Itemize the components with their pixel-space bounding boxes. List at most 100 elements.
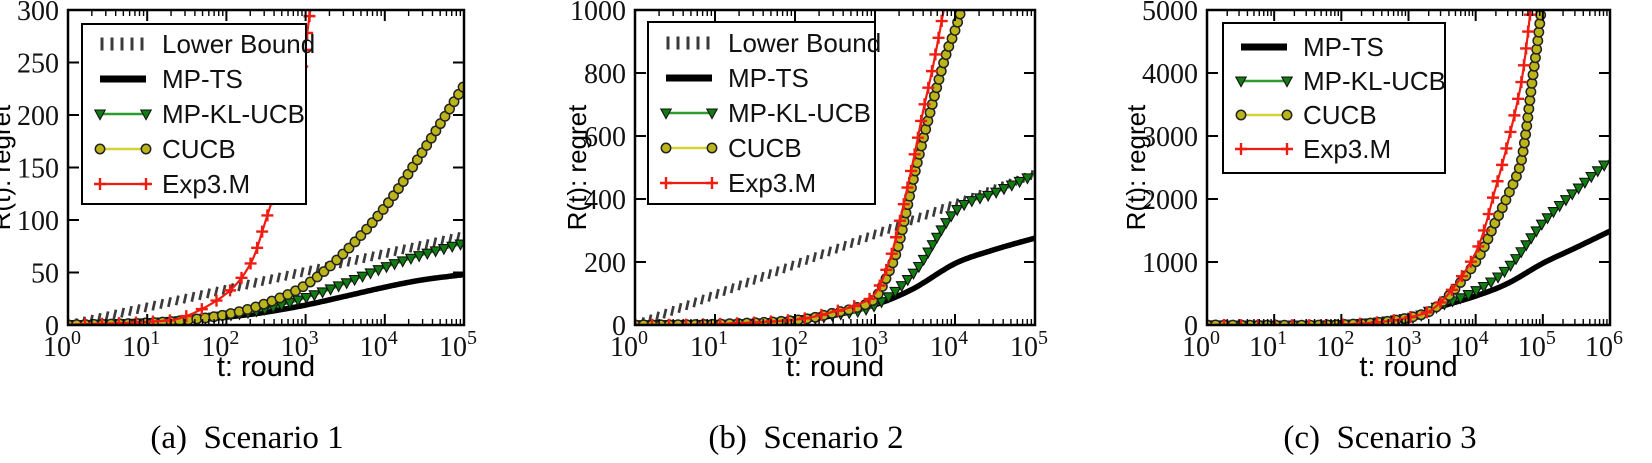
series-mp_kl_ucb-markers	[1207, 160, 1610, 325]
legend-entry-mp_kl_ucb: MP-KL-UCB	[1234, 66, 1446, 96]
legend-entry-lower_bound: Lower Bound	[666, 28, 881, 58]
x-tick-label: 102	[770, 327, 808, 363]
series-cucb-markers	[68, 81, 464, 325]
x-tick-labels: 100 101 102 103 104 105 106	[1182, 327, 1623, 363]
legend-entry-lower_bound: Lower Bound	[100, 29, 315, 59]
x-tick-label: 105	[1010, 327, 1048, 363]
legend-label-mp_kl_ucb: MP-KL-UCB	[728, 98, 871, 128]
series-lower_bound	[68, 231, 461, 325]
y-tick-label: 100	[17, 206, 59, 237]
legend-label-mp_ts: MP-TS	[162, 64, 243, 94]
y-tick-label: 50	[31, 259, 59, 290]
y-axis-label: R(t): regret	[562, 104, 592, 230]
y-tick-label: 800	[584, 59, 626, 90]
legend: Lower Bound MP-TS MP-KL-UCB CUCB Exp3.M	[81, 23, 315, 205]
series-exp3m-markers	[635, 10, 948, 325]
axes-box	[633, 8, 1037, 327]
y-tick-labels: 0 50 100 150 200 250 300	[17, 0, 59, 342]
panel-b: 100 101 102 103 104 105 0 200 400 600 800 1000 t: ro…	[562, 0, 1048, 383]
x-tick-label: 102	[1316, 327, 1354, 363]
legend-entry-cucb: CUCB	[1235, 100, 1377, 130]
y-tick-label: 4000	[1142, 59, 1198, 90]
y-axis-ticks	[68, 9, 464, 326]
x-axis-ticks	[1206, 10, 1611, 325]
y-axis-label: R(t): regret	[1121, 104, 1151, 230]
caption-scenario-2: (b) Scenario 2	[708, 420, 904, 456]
x-tick-labels: 100 101 102 103 104 105	[610, 327, 1048, 363]
x-tick-label: 105	[439, 327, 477, 363]
legend-label-cucb: CUCB	[728, 133, 802, 163]
x-tick-label: 101	[122, 327, 160, 363]
y-axis-ticks	[1207, 9, 1610, 326]
x-tick-label: 101	[1249, 327, 1287, 363]
x-tick-label: 106	[1585, 327, 1623, 363]
y-tick-label: 0	[1184, 311, 1198, 342]
legend-label-mp_kl_ucb: MP-KL-UCB	[162, 99, 305, 129]
x-axis-label: t: round	[1359, 351, 1457, 383]
legend: Lower Bound MP-TS MP-KL-UCB CUCB Exp3.M	[647, 21, 881, 205]
plot-area	[68, 10, 464, 325]
legend-entry-mp_ts: MP-TS	[1241, 32, 1384, 62]
y-tick-labels: 0 1000 2000 3000 4000 5000	[1142, 0, 1198, 342]
legend-entry-mp_kl_ucb: MP-KL-UCB	[659, 98, 871, 128]
x-tick-label: 102	[201, 327, 239, 363]
x-tick-label: 100	[1182, 327, 1220, 363]
panel-a: 100 101 102 103 104 105 0 50 100 150 200 250 300 t: r…	[0, 0, 477, 383]
y-tick-label: 400	[584, 185, 626, 216]
y-tick-label: 250	[17, 49, 59, 80]
x-tick-label: 100	[43, 327, 81, 363]
legend-entry-exp3m: Exp3.M	[660, 168, 816, 198]
legend-label-cucb: CUCB	[162, 134, 236, 164]
series-mp_kl_ucb	[1207, 158, 1610, 325]
x-tick-label: 105	[1518, 327, 1556, 363]
y-tick-label: 150	[17, 154, 59, 185]
legend-entry-mp_ts: MP-TS	[666, 63, 809, 93]
legend-entry-exp3m: Exp3.M	[1235, 134, 1391, 164]
y-tick-label: 300	[17, 0, 59, 27]
legend-label-exp3m: Exp3.M	[728, 168, 816, 198]
legend-label-exp3m: Exp3.M	[162, 169, 250, 199]
y-tick-label: 3000	[1142, 122, 1198, 153]
caption-scenario-3: (c) Scenario 3	[1283, 420, 1477, 456]
legend-label-lower_bound: Lower Bound	[162, 29, 315, 59]
x-tick-label: 104	[360, 327, 398, 363]
series-mp_ts	[1207, 228, 1610, 325]
legend-label-mp_ts: MP-TS	[728, 63, 809, 93]
legend-entry-cucb: CUCB	[94, 134, 236, 164]
legend-label-mp_ts: MP-TS	[1303, 32, 1384, 62]
x-tick-label: 101	[690, 327, 728, 363]
x-axis-ticks	[634, 10, 1036, 325]
legend-label-exp3m: Exp3.M	[1303, 134, 1391, 164]
legend-label-cucb: CUCB	[1303, 100, 1377, 130]
y-tick-label: 600	[584, 122, 626, 153]
y-axis-label: R(t): regret	[0, 104, 16, 230]
y-tick-labels: 0 200 400 600 800 1000	[570, 0, 626, 342]
panel-c: 100 101 102 103 104 105 106 0 1000 2000 3000 4000 50…	[1121, 0, 1623, 383]
x-tick-label: 103	[1384, 327, 1422, 363]
legend-label-mp_kl_ucb: MP-KL-UCB	[1303, 66, 1446, 96]
legend-entry-cucb: CUCB	[660, 133, 802, 163]
legend-label-lower_bound: Lower Bound	[728, 28, 881, 58]
y-tick-label: 1000	[570, 0, 626, 27]
x-tick-label: 103	[850, 327, 888, 363]
y-tick-label: 200	[584, 248, 626, 279]
legend-entry-mp_ts: MP-TS	[100, 64, 243, 94]
legend-entry-mp_kl_ucb: MP-KL-UCB	[93, 99, 305, 129]
y-tick-label: 0	[612, 311, 626, 342]
y-tick-label: 2000	[1142, 185, 1198, 216]
x-tick-label: 103	[281, 327, 319, 363]
y-axis-ticks	[635, 9, 1035, 326]
caption-scenario-1: (a) Scenario 1	[150, 420, 344, 456]
x-tick-label: 104	[1451, 327, 1489, 363]
x-tick-labels: 100 101 102 103 104 105	[43, 327, 477, 363]
legend: MP-TS MP-KL-UCB CUCB Exp3.M	[1222, 22, 1446, 174]
y-tick-label: 0	[45, 311, 59, 342]
x-axis-label: t: round	[217, 351, 315, 383]
x-axis-label: t: round	[786, 351, 884, 383]
x-tick-label: 100	[610, 327, 648, 363]
y-tick-label: 200	[17, 101, 59, 132]
legend-entry-exp3m: Exp3.M	[94, 169, 250, 199]
y-tick-label: 1000	[1142, 248, 1198, 279]
